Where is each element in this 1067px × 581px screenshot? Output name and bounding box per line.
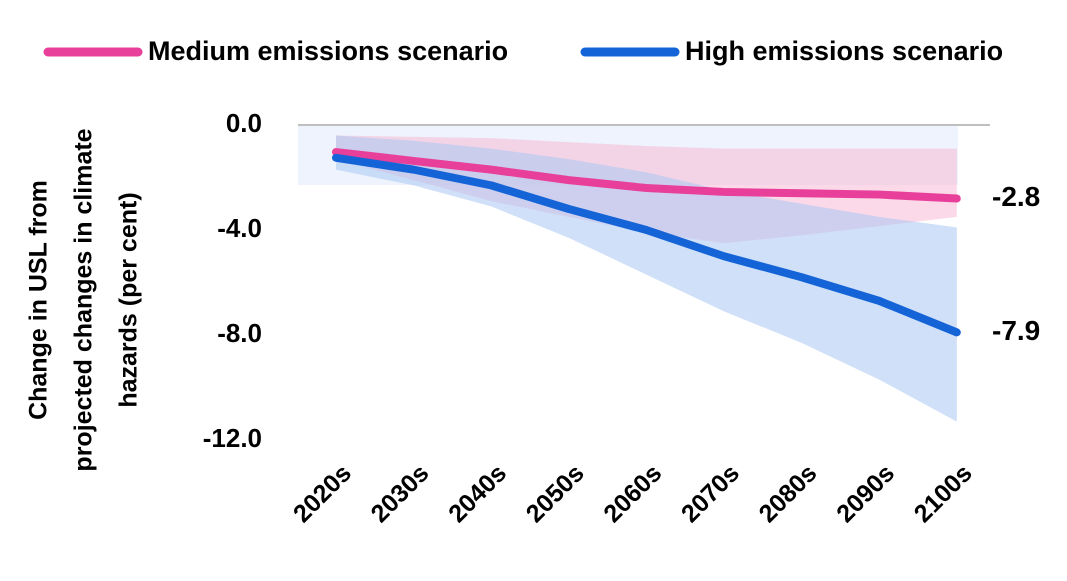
x-tick-label: 2030s	[366, 459, 435, 528]
series-line	[332, 153, 961, 337]
series-line	[332, 148, 961, 203]
x-tick-label: 2070s	[676, 459, 745, 528]
uncertainty-band	[336, 135, 957, 422]
x-tick-label: 2080s	[754, 459, 823, 528]
y-tick-label: -4.0	[217, 213, 262, 243]
end-label: -7.9	[992, 315, 1040, 346]
y-axis-label: projected changes in climate	[70, 128, 98, 471]
y-tick-label: -8.0	[217, 318, 262, 348]
end-label: -2.8	[992, 181, 1040, 212]
legend-label: Medium emissions scenario	[148, 36, 508, 66]
y-tick-label: -12.0	[203, 423, 262, 453]
x-tick-label: 2040s	[443, 459, 512, 528]
x-tick-label: 2020s	[288, 459, 357, 528]
x-tick-label: 2090s	[831, 459, 900, 528]
x-tick-label: 2050s	[521, 459, 590, 528]
legend-label: High emissions scenario	[685, 36, 1003, 66]
y-tick-label: 0.0	[226, 108, 262, 138]
y-axis-label: Change in USL from	[25, 180, 53, 420]
x-tick-label: 2060s	[598, 459, 667, 528]
y-axis-label: hazards (per cent)	[115, 192, 143, 407]
x-tick-label: 2100s	[909, 459, 978, 528]
